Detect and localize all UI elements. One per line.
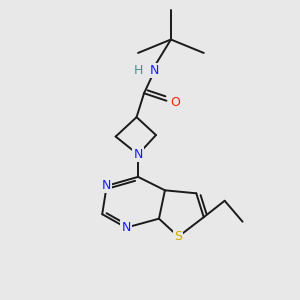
Text: N: N	[134, 148, 143, 161]
Text: S: S	[174, 230, 182, 243]
Text: N: N	[150, 64, 159, 77]
Text: O: O	[170, 96, 180, 109]
Text: N: N	[122, 221, 131, 234]
Text: H: H	[134, 64, 143, 77]
Text: N: N	[102, 179, 111, 192]
